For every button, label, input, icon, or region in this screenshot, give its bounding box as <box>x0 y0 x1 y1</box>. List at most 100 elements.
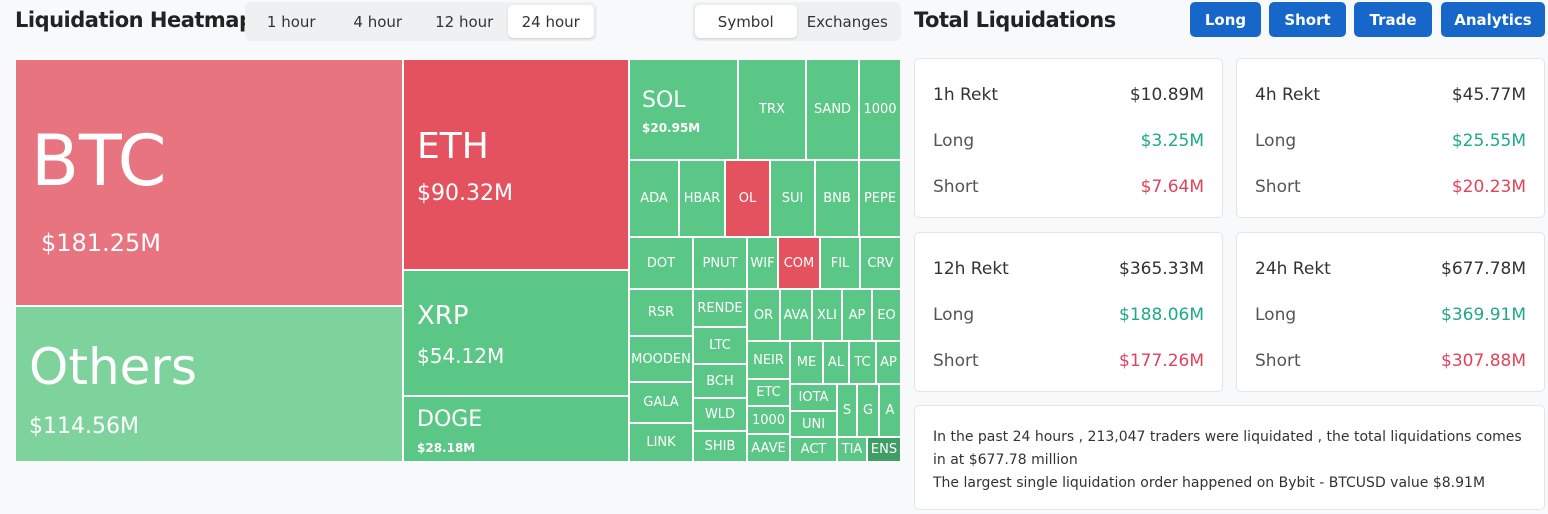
tile[interactable]: CRV <box>860 237 901 289</box>
action-button[interactable]: Short <box>1269 2 1346 37</box>
tile[interactable]: AP <box>842 289 872 341</box>
tile-label: RSR <box>647 305 675 320</box>
tile[interactable]: HBAR <box>679 160 725 237</box>
rekt-card: 4h Rekt $45.77M Long $25.55M Short $20.23M <box>1236 58 1545 218</box>
tile[interactable]: ME <box>790 341 823 384</box>
tile-label: AL <box>827 355 845 370</box>
tile[interactable]: BCH <box>693 364 747 398</box>
tile-label: BTC <box>31 120 167 202</box>
tab[interactable]: 4 hour <box>353 12 403 31</box>
tile-label: DOT <box>646 255 676 271</box>
tile-label: XRP <box>417 301 469 332</box>
tile[interactable]: NEIR <box>747 341 790 379</box>
row-label: Long <box>933 131 975 151</box>
action-button[interactable]: Analytics <box>1441 2 1545 37</box>
action-button[interactable]: Trade <box>1354 2 1432 37</box>
tile[interactable]: ETC <box>747 379 790 406</box>
tile-label: RENDE <box>697 300 743 316</box>
tile-label: WIF <box>750 255 775 271</box>
summary-note: In the past 24 hours , 213,047 traders w… <box>914 405 1545 510</box>
tile[interactable]: GALA <box>629 382 693 423</box>
row-value: $177.26M <box>1119 351 1204 371</box>
note-text: The largest single liquidation order hap… <box>933 475 1486 491</box>
tile-label: XLI <box>817 307 837 323</box>
tile-label: EO <box>877 307 896 323</box>
tile[interactable]: UNI <box>790 411 837 437</box>
tile-label: LINK <box>646 435 676 450</box>
tile-label: OR <box>753 307 774 323</box>
tile[interactable]: EO <box>872 289 901 341</box>
tile[interactable]: TRX <box>738 59 806 160</box>
tab[interactable]: 1 hour <box>266 12 316 31</box>
tile[interactable]: COM <box>778 237 820 289</box>
tile-label: AAVE <box>751 440 786 456</box>
tile[interactable]: FIL <box>820 237 860 289</box>
tile[interactable]: A <box>879 384 901 437</box>
tile[interactable]: RSR <box>629 289 693 336</box>
row-value: $307.88M <box>1441 351 1526 371</box>
tile[interactable]: Others $114.56M <box>15 306 403 462</box>
tile[interactable]: G <box>857 384 879 437</box>
tile[interactable]: AL <box>823 341 849 384</box>
tile-label: TRX <box>759 102 785 117</box>
tile[interactable]: WLD <box>693 398 747 431</box>
tab[interactable]: Symbol <box>695 5 797 38</box>
tile[interactable]: XRP $54.12M <box>403 270 629 396</box>
view-tabs: Symbol Exchanges <box>692 2 901 41</box>
tile[interactable]: DOT <box>629 237 693 289</box>
tile[interactable]: 1000 <box>859 59 901 160</box>
tile[interactable]: WIF <box>747 237 778 289</box>
tile[interactable]: SHIB <box>693 431 747 462</box>
tile[interactable]: 1000 <box>747 406 790 434</box>
card-header: 1h Rekt $10.89M <box>933 85 1204 105</box>
tile[interactable]: LINK <box>629 423 693 462</box>
row-value: $20.23M <box>1451 177 1526 197</box>
row-value: $3.25M <box>1140 131 1204 151</box>
heatmap-title: Liquidation Heatmap <box>15 8 254 32</box>
card-total: $10.89M <box>1129 85 1204 105</box>
tile[interactable]: IOTA <box>790 384 837 411</box>
card-title: 24h Rekt <box>1255 259 1331 279</box>
tile[interactable]: AAVE <box>747 434 790 462</box>
tab[interactable]: 12 hour <box>435 12 494 31</box>
tile[interactable]: SUI <box>770 160 815 237</box>
tile[interactable]: BTC $181.25M <box>15 59 403 306</box>
tile-label: TIA <box>841 442 863 457</box>
tile[interactable]: RENDE <box>693 289 747 327</box>
tile-label: AP <box>848 307 866 323</box>
tile[interactable]: S <box>837 384 857 437</box>
tile[interactable]: PNUT <box>693 237 747 289</box>
tile[interactable]: OL <box>725 160 770 237</box>
tile[interactable]: ETH $90.32M <box>403 59 629 270</box>
tab[interactable]: 24 hour <box>507 5 594 38</box>
tile[interactable]: LTC <box>693 327 747 364</box>
tile[interactable]: SOL $20.95M <box>629 59 738 160</box>
tile[interactable]: ADA <box>629 160 679 237</box>
row-value: $188.06M <box>1119 305 1204 325</box>
tile-label: IOTA <box>798 390 829 405</box>
tile-label: A <box>885 403 895 418</box>
tile-value: $90.32M <box>417 180 513 206</box>
tile[interactable]: OR <box>747 289 780 341</box>
row-label: Short <box>1255 177 1301 197</box>
tile[interactable]: AP <box>876 341 901 384</box>
card-header: 4h Rekt $45.77M <box>1255 85 1526 105</box>
row-label: Long <box>933 305 975 325</box>
tile[interactable]: MOODEN <box>629 336 693 382</box>
tile[interactable]: TIA <box>837 437 867 462</box>
tile[interactable]: PEPE <box>859 160 901 237</box>
tile[interactable]: ENS <box>867 437 901 462</box>
tile[interactable]: DOGE $28.18M <box>403 396 629 462</box>
tile[interactable]: ACT <box>790 437 837 462</box>
tile[interactable]: AVA <box>780 289 812 341</box>
tile[interactable]: SAND <box>806 59 859 160</box>
note-text: In the past 24 hours , 213,047 traders w… <box>933 429 1522 468</box>
tile[interactable]: BNB <box>815 160 859 237</box>
tab[interactable]: Exchanges <box>806 12 888 31</box>
tile-label: ADA <box>640 191 668 206</box>
tile[interactable]: XLI <box>812 289 842 341</box>
tile-label: CRV <box>867 255 894 271</box>
action-button[interactable]: Long <box>1190 2 1261 37</box>
tile-label: G <box>862 403 874 418</box>
tile[interactable]: TC <box>849 341 876 384</box>
